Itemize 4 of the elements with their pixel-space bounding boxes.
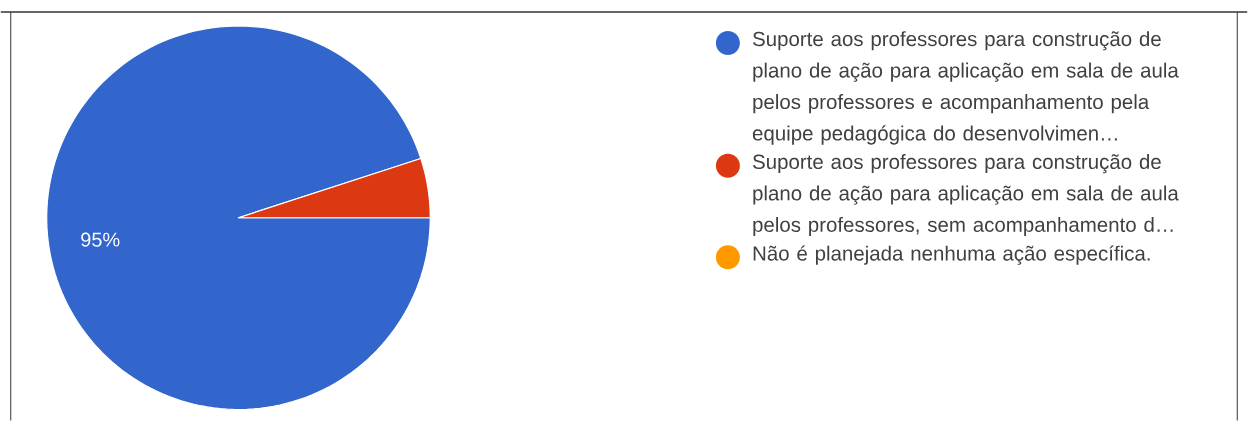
legend-label: Suporte aos professores para construção de plano de ação para aplicação em sala de aula pelos professores, sem acompanhamento d…: [752, 154, 1179, 237]
legend-label: Suporte aos professores para construção de plano de ação para aplicação em sala de aula pelos professores e acompanhamento pela equipe pedagógica do desenvolvimen…: [752, 31, 1179, 145]
legend-label: Não é planejada nenhuma ação específica.: [753, 245, 1150, 265]
data-label: 95%: [81, 232, 120, 247]
